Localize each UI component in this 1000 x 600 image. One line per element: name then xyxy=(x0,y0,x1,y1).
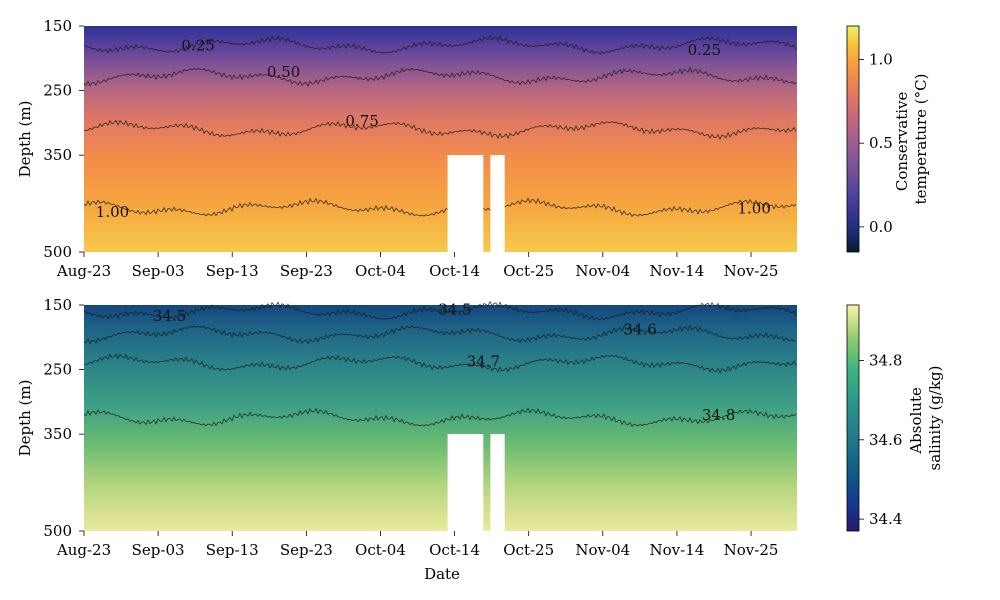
data-gap xyxy=(490,434,505,532)
temperature-field xyxy=(84,26,797,252)
contour-line xyxy=(83,66,797,88)
temperature-panel: 0.25 0.25 0.50 0.75 1.00 1.00 Aug-23 Sep-03 Sep… xyxy=(16,17,930,280)
y-tick-label: 500 xyxy=(43,243,72,261)
contour-line xyxy=(83,197,797,218)
salinity-x-axis-label: Date xyxy=(424,565,460,583)
temperature-data-gaps xyxy=(447,155,505,253)
salinity-data-gaps xyxy=(447,434,505,532)
salinity-contour-labels: 34.5 34.5 34.6 34.7 34.8 xyxy=(153,301,735,424)
data-gap xyxy=(447,434,484,532)
x-tick-label: Nov-14 xyxy=(650,262,705,280)
contour-label: 0.25 xyxy=(688,41,721,59)
salinity-field xyxy=(84,305,797,531)
contour-label: 34.6 xyxy=(623,321,656,339)
x-tick-label: Sep-03 xyxy=(132,541,185,559)
contour-label: 34.8 xyxy=(702,406,735,424)
x-tick-label: Sep-23 xyxy=(280,262,333,280)
colorbar-tick-label: 34.4 xyxy=(869,510,902,528)
x-tick-label: Sep-13 xyxy=(206,262,259,280)
y-tick-label: 250 xyxy=(43,361,72,379)
x-tick-label: Nov-25 xyxy=(724,262,779,280)
salinity-y-axis-label: Depth (m) xyxy=(16,380,34,457)
temperature-y-ticks: 150 250 350 500 xyxy=(43,17,84,261)
y-tick-label: 150 xyxy=(43,17,72,35)
y-tick-label: 150 xyxy=(43,296,72,314)
y-tick-label: 500 xyxy=(43,522,72,540)
y-tick-label: 250 xyxy=(43,82,72,100)
salinity-panel: 34.5 34.5 34.6 34.7 34.8 Aug-23 Sep-03 Sep-13 S… xyxy=(16,296,944,583)
colorbar-tick-label: 0.0 xyxy=(869,218,893,236)
x-tick-label: Sep-23 xyxy=(280,541,333,559)
salinity-colorbar-ramp xyxy=(846,304,860,532)
contour-line xyxy=(83,324,797,345)
x-tick-label: Aug-23 xyxy=(56,262,111,280)
x-tick-label: Sep-13 xyxy=(206,541,259,559)
x-tick-label: Oct-04 xyxy=(355,541,406,559)
temperature-colorbar-ticks: 0.0 0.5 1.0 xyxy=(859,50,893,236)
contour-label: 34.5 xyxy=(438,301,471,319)
contour-label: 34.5 xyxy=(153,307,186,325)
temperature-colorbar-label: Conservative temperature (°C) xyxy=(893,74,930,205)
x-tick-label: Nov-25 xyxy=(724,541,779,559)
x-tick-label: Oct-25 xyxy=(503,541,554,559)
data-gap xyxy=(447,155,484,253)
x-tick-label: Oct-25 xyxy=(503,262,554,280)
contour-line xyxy=(83,353,797,374)
contour-line xyxy=(83,119,797,141)
temperature-contours xyxy=(83,34,797,218)
temperature-x-ticks: Aug-23 Sep-03 Sep-13 Sep-23 Oct-04 Oct-14 Oct-… xyxy=(56,252,779,280)
temperature-y-axis-label: Depth (m) xyxy=(16,101,34,178)
y-tick-label: 350 xyxy=(43,425,72,443)
salinity-colorbar: 34.4 34.6 34.8 Absolute salinity (g/kg) xyxy=(846,304,944,532)
temperature-colorbar-label-line-1: Conservative xyxy=(893,92,911,192)
x-tick-label: Oct-14 xyxy=(429,541,480,559)
salinity-colorbar-label-line-2: salinity (g/kg) xyxy=(926,365,944,470)
data-gap xyxy=(490,155,505,253)
temperature-colorbar: 0.0 0.5 1.0 Conservative temperature (°C) xyxy=(846,25,930,253)
colorbar-tick-label: 0.5 xyxy=(869,134,893,152)
contour-line xyxy=(83,407,797,428)
colorbar-tick-label: 34.6 xyxy=(869,431,902,449)
x-tick-label: Nov-04 xyxy=(575,262,630,280)
x-tick-label: Nov-14 xyxy=(650,541,705,559)
salinity-colorbar-label: Absolute salinity (g/kg) xyxy=(907,365,944,470)
salinity-colorbar-ticks: 34.4 34.6 34.8 xyxy=(859,352,902,528)
contour-label: 34.7 xyxy=(467,352,500,370)
contour-label: 1.00 xyxy=(96,203,129,221)
x-tick-label: Sep-03 xyxy=(132,262,185,280)
temperature-colorbar-label-line-2: temperature (°C) xyxy=(912,74,930,205)
temperature-contour-labels: 0.25 0.25 0.50 0.75 1.00 1.00 xyxy=(96,37,771,222)
y-tick-label: 350 xyxy=(43,146,72,164)
x-tick-label: Oct-04 xyxy=(355,262,406,280)
contour-label: 1.00 xyxy=(737,199,770,217)
contour-line xyxy=(83,34,797,55)
salinity-x-ticks: Aug-23 Sep-03 Sep-13 Sep-23 Oct-04 Oct-14 Oct-… xyxy=(56,531,779,559)
salinity-colorbar-label-line-1: Absolute xyxy=(907,387,925,455)
colorbar-tick-label: 1.0 xyxy=(869,50,893,68)
salinity-contours xyxy=(83,300,797,428)
x-tick-label: Oct-14 xyxy=(429,262,480,280)
x-tick-label: Nov-04 xyxy=(575,541,630,559)
contour-label: 0.50 xyxy=(267,63,300,81)
temperature-colorbar-ramp xyxy=(846,25,860,253)
x-tick-label: Aug-23 xyxy=(56,541,111,559)
contour-line xyxy=(83,300,797,321)
colorbar-tick-label: 34.8 xyxy=(869,352,902,370)
contour-label: 0.25 xyxy=(181,37,214,55)
salinity-y-ticks: 150 250 350 500 xyxy=(43,296,84,540)
contour-label: 0.75 xyxy=(345,112,378,130)
